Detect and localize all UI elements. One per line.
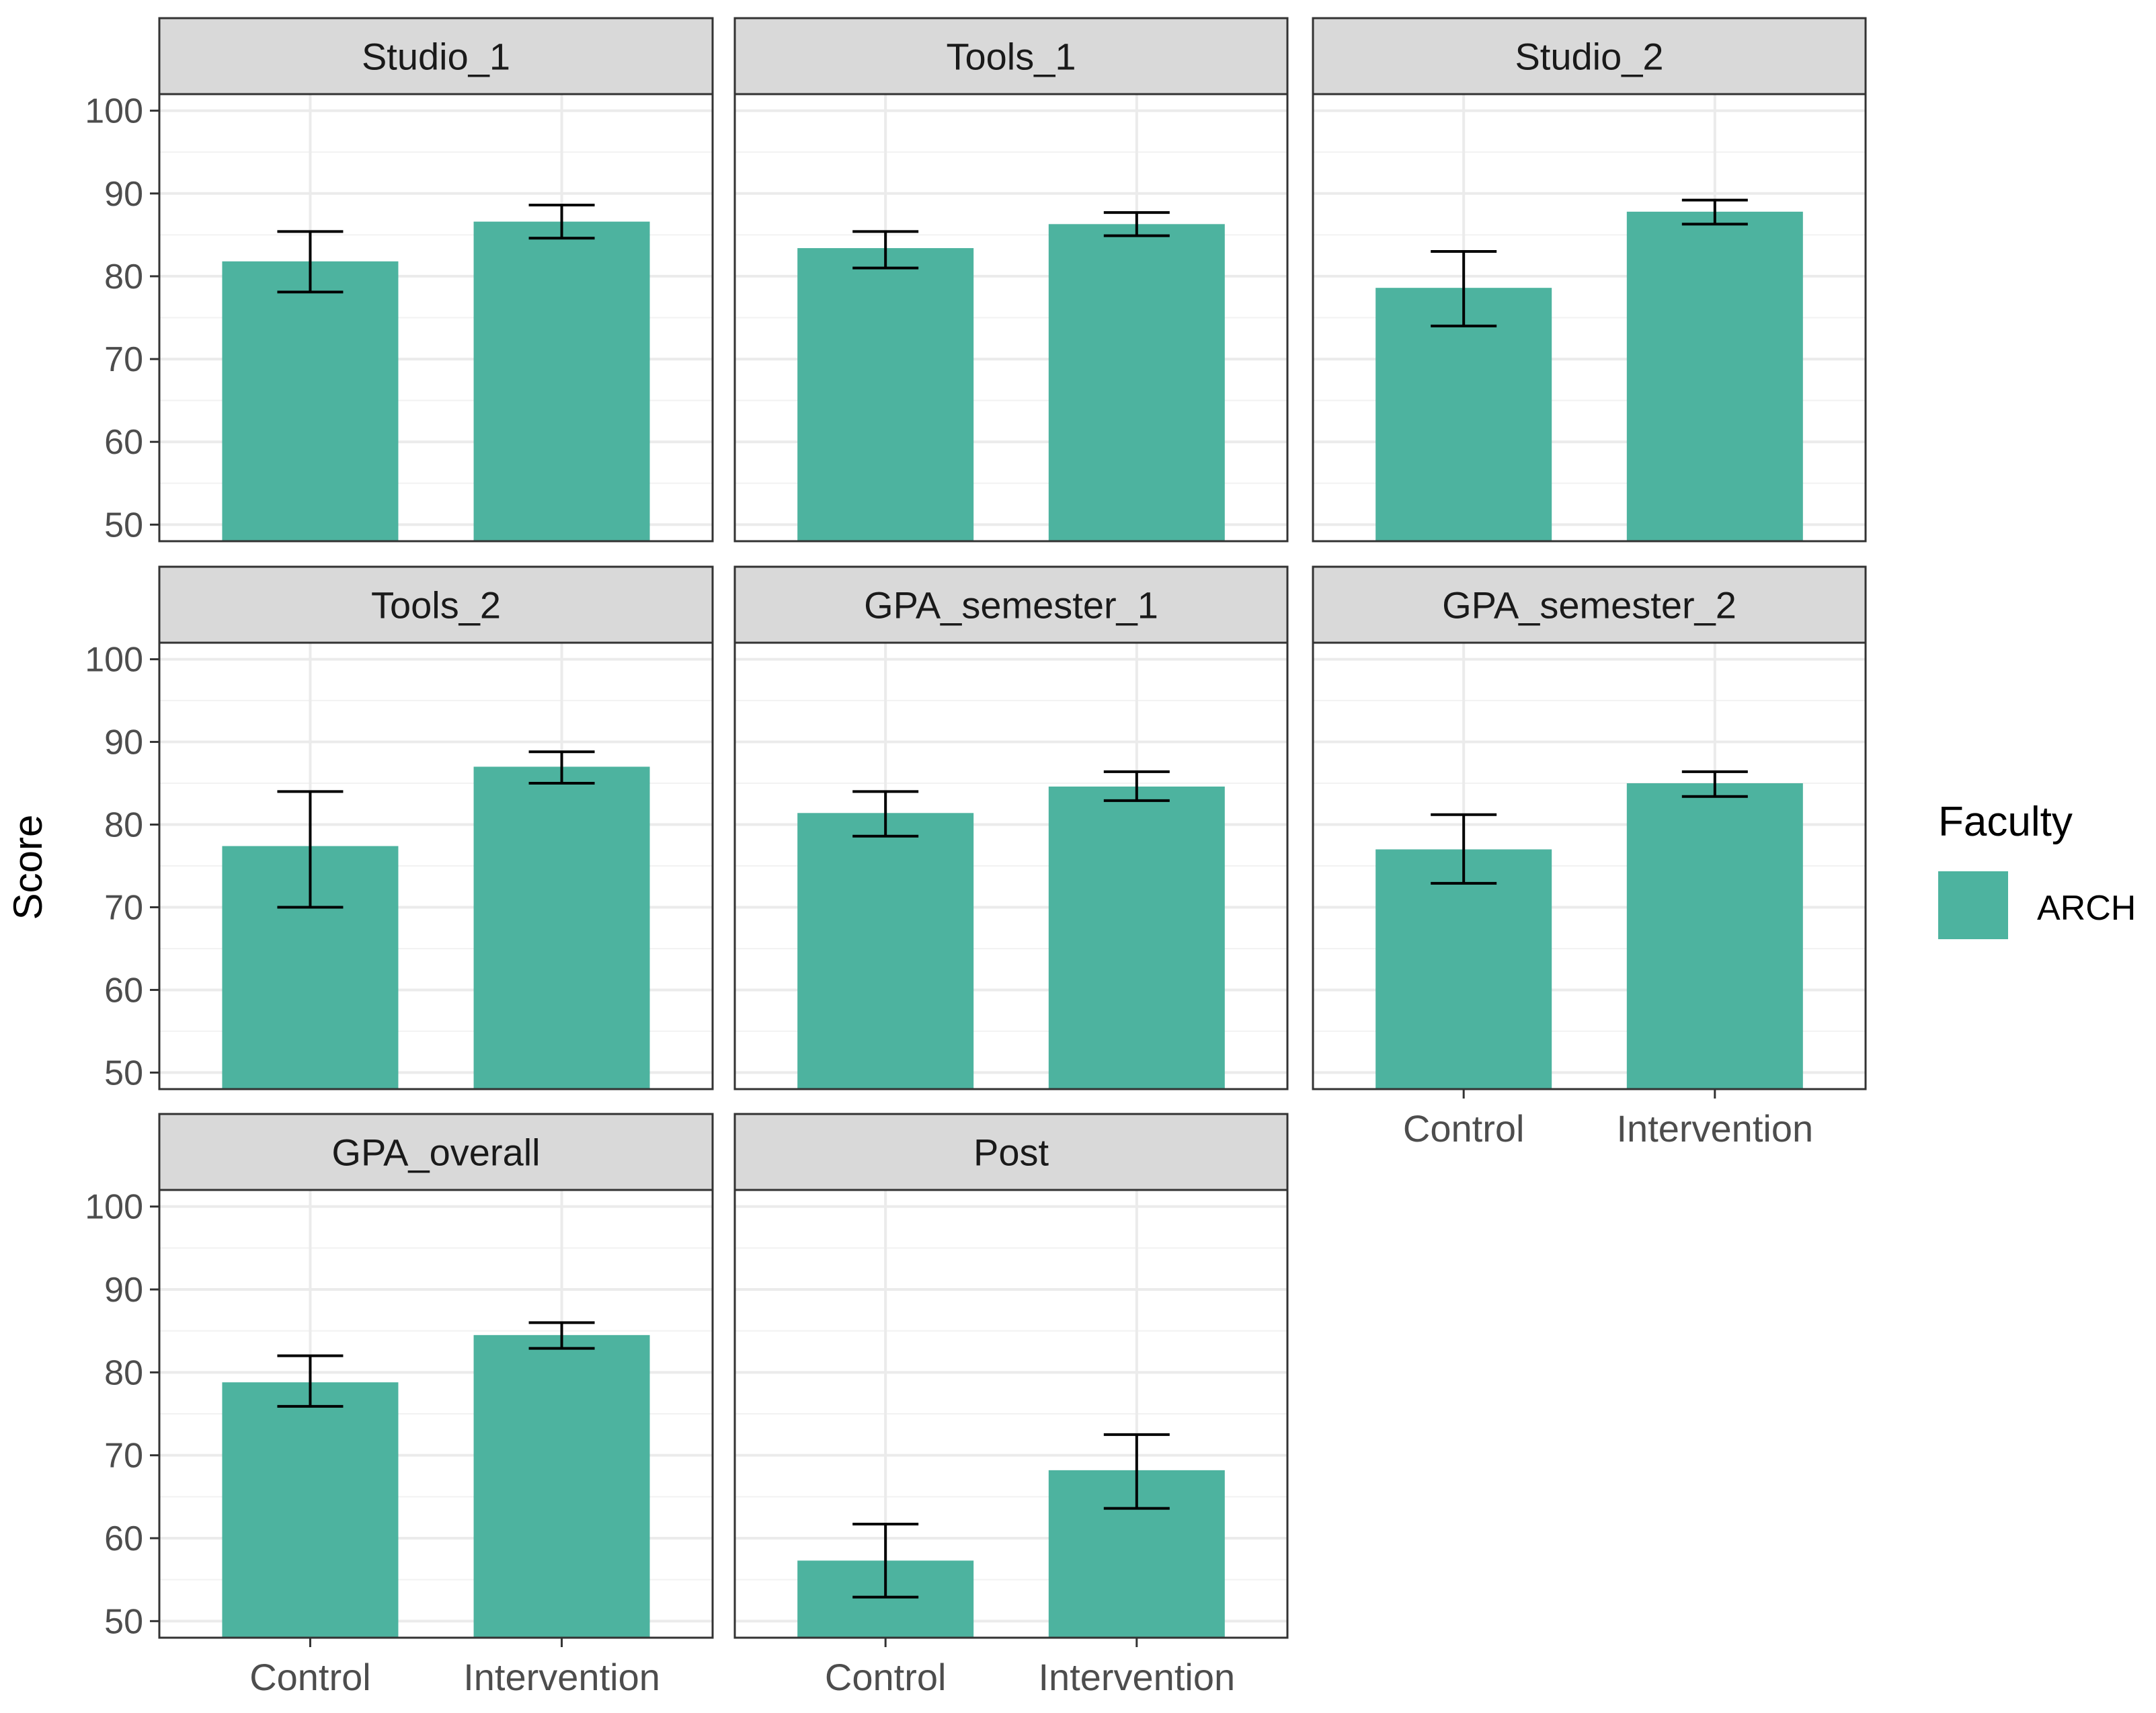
bar-control	[222, 261, 399, 541]
legend-title: Faculty	[1938, 799, 2073, 845]
y-tick-label: 100	[85, 92, 143, 131]
y-tick-label: 50	[104, 1053, 143, 1092]
panel-title: GPA_semester_2	[1442, 584, 1736, 627]
y-axis-label: Score	[5, 815, 50, 920]
bar-intervention	[473, 1334, 650, 1638]
y-tick-label: 90	[104, 723, 143, 762]
panel-title: Post	[973, 1131, 1049, 1174]
y-tick-label: 70	[104, 1437, 143, 1476]
bar-intervention	[473, 766, 650, 1089]
error-bar-intervention	[1103, 211, 1170, 237]
panel-studio-1: Studio_1 50 60 70 80 90 100	[85, 17, 714, 545]
panel-gpa-semester-1: GPA_semester_1	[733, 565, 1289, 1090]
bar-intervention	[473, 221, 650, 541]
y-tick-label: 80	[104, 1353, 143, 1392]
panel-border	[158, 1189, 714, 1639]
panel-border	[158, 641, 714, 1090]
x-tick-label-control: Control	[825, 1656, 947, 1698]
panel-title: GPA_overall	[331, 1131, 540, 1174]
bar-control	[797, 248, 974, 541]
panel-post: Post Control Intervention	[733, 1113, 1289, 1698]
y-tick-label: 60	[104, 423, 143, 462]
panel-border	[158, 93, 714, 543]
y-tick-label: 100	[85, 1188, 143, 1227]
panel-title: Studio_1	[362, 36, 510, 78]
error-bar-control	[852, 1523, 919, 1599]
y-tick-label: 60	[104, 1519, 143, 1558]
error-bar-intervention	[528, 750, 595, 785]
panel-studio-2: Studio_2	[1312, 17, 1867, 543]
bar-intervention	[1626, 211, 1803, 541]
bar-control	[797, 813, 974, 1089]
x-tick-label-intervention: Intervention	[1038, 1656, 1235, 1698]
panel-tools-2: Tools_2 50 60 70 80 90 100	[85, 565, 714, 1092]
y-tick-label: 70	[104, 888, 143, 927]
error-bar-intervention	[1103, 1433, 1170, 1510]
panel-title: GPA_semester_1	[864, 584, 1158, 627]
error-bar-intervention	[528, 1321, 595, 1350]
legend: Faculty ARCH	[1938, 799, 2136, 939]
panel-strip	[158, 17, 714, 95]
panel-border	[1312, 93, 1867, 543]
bar-control	[1375, 288, 1552, 541]
panel-title: Tools_1	[946, 36, 1076, 78]
panel-border	[733, 93, 1289, 543]
panel-border	[1312, 641, 1867, 1090]
y-tick-label: 90	[104, 1271, 143, 1310]
panel-strip	[1312, 17, 1867, 95]
bar-intervention	[1048, 224, 1225, 541]
panel-gpa-overall: GPA_overall 50 60 70 80 90 100 Control Intervent…	[85, 1113, 714, 1698]
y-tick-label: 100	[85, 641, 143, 680]
y-tick-label: 50	[104, 1602, 143, 1641]
y-tick-label: 60	[104, 971, 143, 1010]
error-bar-control	[277, 1354, 344, 1408]
bar-intervention	[1048, 786, 1225, 1089]
panel-title: Studio_2	[1515, 36, 1663, 78]
error-bar-control	[277, 230, 344, 294]
error-bar-intervention	[1103, 770, 1170, 802]
panel-tools-1: Tools_1	[733, 17, 1289, 543]
panel-strip	[158, 565, 714, 644]
error-bar-intervention	[1681, 770, 1748, 798]
error-bar-control	[852, 790, 919, 838]
error-bar-intervention	[528, 204, 595, 240]
bar-control	[222, 1382, 399, 1638]
panel-border	[733, 1189, 1289, 1639]
bar-intervention	[1626, 783, 1803, 1089]
y-tick-label: 80	[104, 257, 143, 296]
error-bar-control	[1431, 813, 1497, 885]
panels-layer: Studio_1 50 60 70 80 90 100 Tools_1 Studio_2 Tool…	[85, 17, 1867, 1698]
panel-gpa-semester-2: GPA_semester_2 Control Intervention	[1312, 565, 1867, 1150]
x-tick-label-intervention: Intervention	[1616, 1107, 1813, 1150]
bar-control	[1375, 849, 1552, 1089]
y-tick-label: 70	[104, 340, 143, 379]
panel-strip	[1312, 565, 1867, 644]
panel-strip	[733, 565, 1289, 644]
error-bar-intervention	[1681, 198, 1748, 226]
error-bar-control	[1431, 249, 1497, 327]
panel-border	[733, 641, 1289, 1090]
y-tick-label: 50	[104, 506, 143, 545]
error-bar-control	[852, 230, 919, 270]
y-tick-label: 80	[104, 806, 143, 845]
panel-title: Tools_2	[371, 584, 501, 627]
x-tick-label-control: Control	[249, 1656, 371, 1698]
x-tick-label-intervention: Intervention	[463, 1656, 660, 1698]
panel-strip	[158, 1113, 714, 1191]
error-bar-control	[277, 790, 344, 909]
x-tick-label-control: Control	[1403, 1107, 1525, 1150]
legend-label-arch: ARCH	[2037, 889, 2136, 928]
y-tick-label: 90	[104, 175, 143, 214]
legend-swatch-arch	[1938, 871, 2008, 939]
